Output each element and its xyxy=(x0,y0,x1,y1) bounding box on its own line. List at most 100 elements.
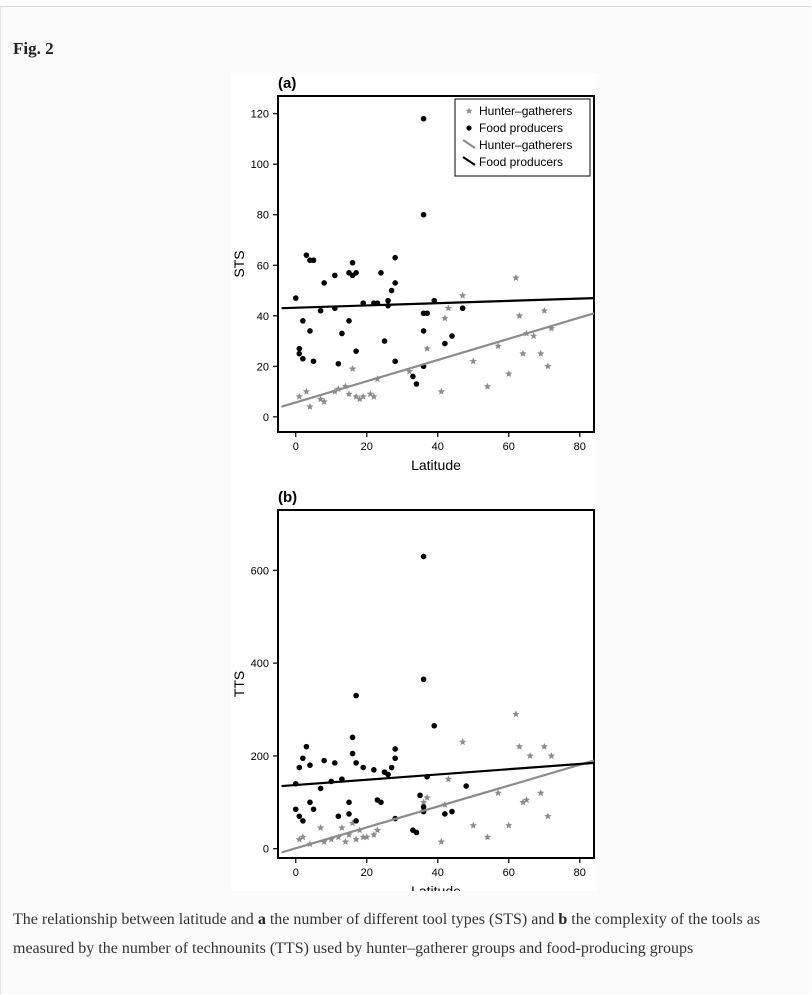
caption-text-2: the number of different tool types (STS)… xyxy=(265,911,559,928)
point-hunter-gatherers xyxy=(320,397,328,405)
legend-line-icon xyxy=(462,156,476,166)
point-food-producers xyxy=(392,280,398,286)
point-food-producers xyxy=(420,115,427,122)
point-hunter-gatherers xyxy=(419,798,428,806)
point-hunter-gatherers xyxy=(295,835,303,843)
point-food-producers xyxy=(310,257,317,264)
legend-entry-label: Hunter–gatherers xyxy=(479,104,572,118)
point-food-producers xyxy=(332,272,338,279)
point-food-producers xyxy=(420,211,427,218)
point-food-producers xyxy=(392,746,398,752)
point-food-producers xyxy=(317,307,324,314)
plot-frame-0 xyxy=(277,95,595,433)
caption-text-3: the complexity of the tools as measured … xyxy=(13,911,761,957)
fit-line-food-producers xyxy=(281,761,595,788)
point-hunter-gatherers xyxy=(505,821,513,829)
point-hunter-gatherers xyxy=(515,742,524,750)
point-food-producers xyxy=(353,692,359,699)
legend-entry-label: Food producers xyxy=(479,121,563,135)
point-food-producers xyxy=(292,806,299,813)
point-food-producers xyxy=(353,348,359,354)
point-food-producers xyxy=(420,553,427,560)
point-food-producers xyxy=(300,755,306,762)
point-food-producers xyxy=(410,373,416,380)
point-food-producers xyxy=(449,808,455,815)
point-hunter-gatherers xyxy=(405,367,413,375)
x-tick-label: 20 xyxy=(361,867,373,879)
point-food-producers xyxy=(307,762,313,768)
point-hunter-gatherers xyxy=(515,311,524,319)
point-hunter-gatherers xyxy=(530,332,538,340)
point-food-producers xyxy=(303,743,310,750)
caption-panel-a: a xyxy=(257,911,266,928)
point-food-producers xyxy=(459,305,466,312)
point-hunter-gatherers xyxy=(345,831,353,838)
y-tick-label: 20 xyxy=(257,361,269,373)
point-food-producers xyxy=(417,792,423,799)
point-food-producers xyxy=(449,333,455,339)
point-food-producers xyxy=(346,318,352,324)
plot-frame-1 xyxy=(277,509,595,859)
legend-dot-icon xyxy=(466,125,472,131)
point-food-producers xyxy=(321,280,327,286)
point-food-producers xyxy=(413,829,420,836)
point-hunter-gatherers xyxy=(352,835,360,843)
point-hunter-gatherers xyxy=(370,831,378,838)
x-tick-label: 60 xyxy=(503,867,515,879)
y-tick-label: 60 xyxy=(257,260,269,272)
figure-image: (a) 0 20 40 60 80 0 20 40 60 80 100 120 Latitude STS Hu… xyxy=(231,73,597,899)
point-hunter-gatherers xyxy=(299,833,307,841)
point-hunter-gatherers xyxy=(547,324,556,332)
point-hunter-gatherers xyxy=(359,392,367,400)
point-hunter-gatherers xyxy=(522,796,531,804)
point-hunter-gatherers xyxy=(437,837,445,845)
y-tick-label: 100 xyxy=(251,159,269,171)
point-hunter-gatherers xyxy=(341,837,350,845)
point-hunter-gatherers xyxy=(494,789,502,797)
x-tick-label: 60 xyxy=(503,441,515,453)
point-food-producers xyxy=(442,811,448,817)
legend-line-icon xyxy=(462,139,476,149)
point-food-producers xyxy=(300,318,306,324)
point-hunter-gatherers xyxy=(547,752,556,759)
y-axis-label: TTS xyxy=(231,671,247,697)
point-food-producers xyxy=(431,722,438,729)
point-food-producers xyxy=(463,783,469,789)
point-hunter-gatherers xyxy=(437,387,445,395)
y-tick-label: 120 xyxy=(251,109,269,121)
fit-line-food-producers xyxy=(281,297,595,310)
caption-text-1: The relationship between latitude and xyxy=(13,911,258,928)
y-tick-label: 0 xyxy=(263,844,269,856)
x-tick-label: 80 xyxy=(574,867,586,879)
point-food-producers xyxy=(388,287,395,294)
panel-label: (a) xyxy=(278,75,296,92)
point-hunter-gatherers xyxy=(444,304,453,312)
point-food-producers xyxy=(346,799,352,806)
point-food-producers xyxy=(346,811,352,817)
point-food-producers xyxy=(321,757,327,764)
point-food-producers xyxy=(303,252,310,258)
point-food-producers xyxy=(420,676,427,683)
x-tick-label: 40 xyxy=(432,867,444,879)
point-food-producers xyxy=(378,270,384,276)
y-tick-label: 80 xyxy=(257,210,269,222)
point-food-producers xyxy=(431,297,438,304)
point-food-producers xyxy=(381,338,388,344)
point-hunter-gatherers xyxy=(494,342,502,350)
point-hunter-gatherers xyxy=(373,826,382,834)
point-food-producers xyxy=(420,328,427,334)
x-axis-label: Latitude xyxy=(411,457,461,473)
point-food-producers xyxy=(420,310,427,317)
point-hunter-gatherers xyxy=(423,793,431,801)
point-food-producers xyxy=(296,813,303,820)
point-food-producers xyxy=(392,755,398,762)
y-tick-label: 200 xyxy=(251,751,269,763)
point-food-producers xyxy=(310,358,317,365)
legend-entry-label: Food producers xyxy=(479,155,563,169)
fit-line-hunter-gatherers xyxy=(281,759,595,854)
point-food-producers xyxy=(371,767,377,773)
point-hunter-gatherers xyxy=(512,710,520,718)
point-hunter-gatherers xyxy=(537,349,545,357)
point-hunter-gatherers xyxy=(441,314,449,322)
point-food-producers xyxy=(300,355,306,362)
